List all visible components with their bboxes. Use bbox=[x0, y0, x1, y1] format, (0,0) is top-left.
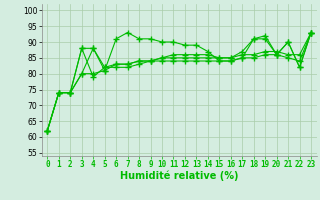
X-axis label: Humidité relative (%): Humidité relative (%) bbox=[120, 171, 238, 181]
